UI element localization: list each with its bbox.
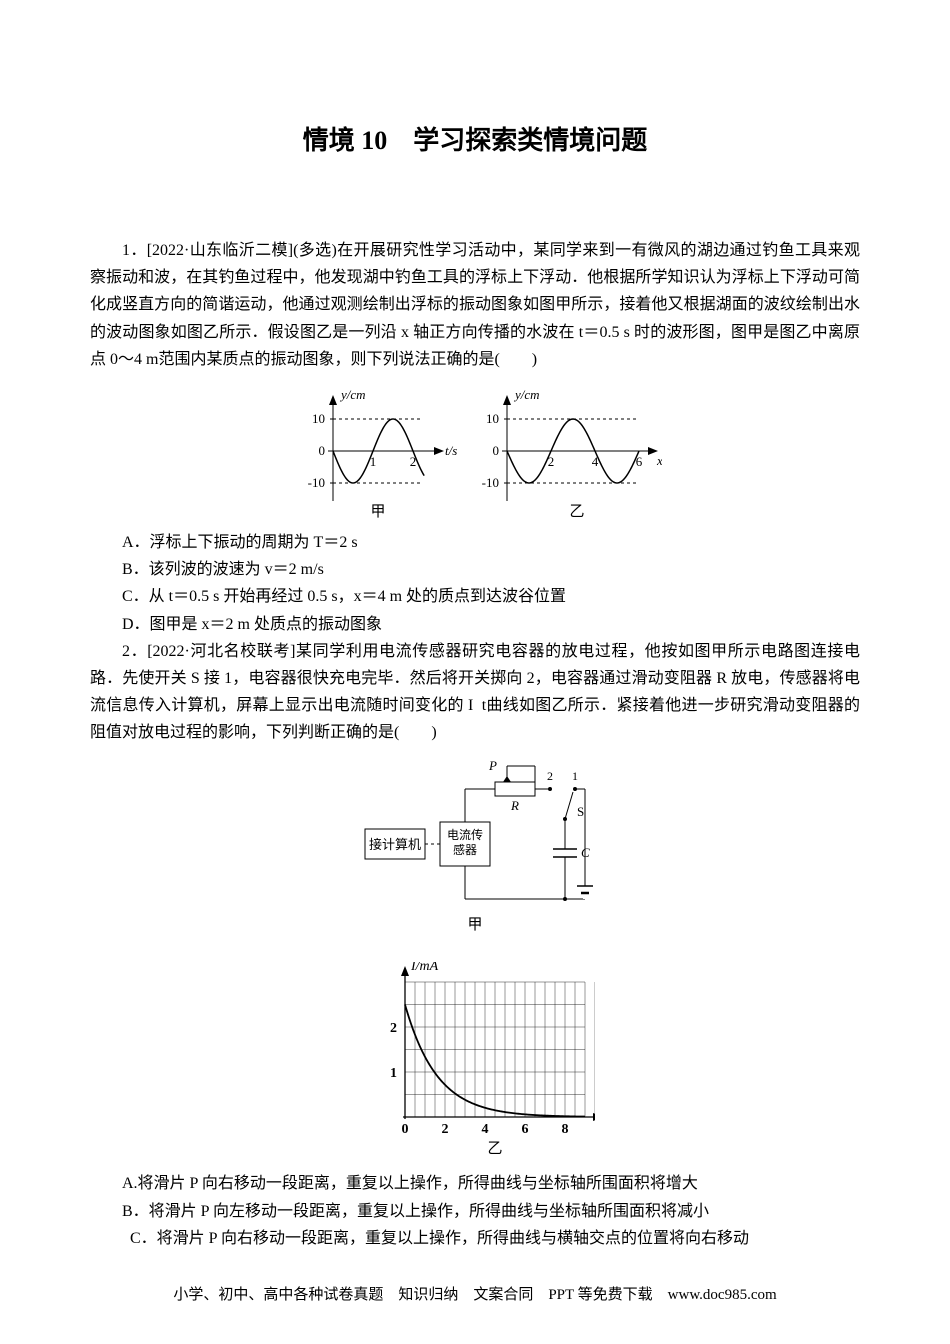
q2-circuit-fig: 接计算机 电流传感器 R P 2 1 S C 甲 (90, 754, 860, 954)
svg-text:2: 2 (547, 769, 553, 783)
svg-text:甲: 甲 (467, 917, 482, 933)
q1-lead: 1．[2022·山东临沂二模](多选)在开展研究性学习活动中，某同学来到一有微风… (90, 237, 860, 373)
svg-text:R: R (510, 798, 519, 813)
svg-text:y/cm: y/cm (513, 387, 540, 402)
svg-text:10: 10 (486, 411, 499, 426)
svg-text:8: 8 (562, 1122, 569, 1137)
svg-text:6: 6 (522, 1122, 529, 1137)
q1-figures: 100-1012y/cmt/s甲 100-10246y/cmx/m乙 (90, 381, 860, 521)
q1-option-c: C．从 t＝0.5 s 开始再经过 0.5 s，x＝4 m 处的质点到达波谷位置 (90, 583, 860, 610)
svg-text:2: 2 (390, 1021, 397, 1036)
q1-option-a: A．浮标上下振动的周期为 T＝2 s (90, 529, 860, 556)
svg-text:接计算机: 接计算机 (369, 837, 421, 852)
q1-chart-yi: 100-10246y/cmx/m乙 (462, 381, 662, 521)
q1-option-b: B．该列波的波速为 v＝2 m/s (90, 556, 860, 583)
q2-circuit: 接计算机 电流传感器 R P 2 1 S C 甲 (345, 754, 605, 954)
svg-text:y/cm: y/cm (339, 387, 366, 402)
svg-text:甲: 甲 (370, 504, 385, 520)
svg-text:t/s: t/s (445, 443, 457, 458)
svg-text:2: 2 (442, 1122, 449, 1137)
q2-lead: 2．[2022·河北名校联考]某同学利用电流传感器研究电容器的放电过程，他按如图… (90, 638, 860, 747)
svg-text:0: 0 (493, 443, 500, 458)
svg-text:1: 1 (390, 1066, 397, 1081)
q2-option-a: A.将滑片 P 向右移动一段距离，重复以上操作，所得曲线与坐标轴所围面积将增大 (90, 1170, 860, 1197)
svg-text:-10: -10 (308, 475, 325, 490)
page-title: 情境 10 学习探索类情境问题 (90, 120, 860, 157)
svg-text:x/m: x/m (656, 453, 662, 468)
q2-decay-chart: 1202468I/mAt/s乙 (355, 962, 595, 1162)
q2-option-c: C．将滑片 P 向右移动一段距离，重复以上操作，所得曲线与横轴交点的位置将向右移… (90, 1225, 860, 1252)
svg-text:S: S (577, 804, 584, 819)
svg-text:感器: 感器 (453, 842, 477, 857)
svg-text:-10: -10 (482, 475, 499, 490)
q2-option-b: B．将滑片 P 向左移动一段距离，重复以上操作，所得曲线与坐标轴所围面积将减小 (90, 1198, 860, 1225)
svg-text:乙: 乙 (569, 504, 584, 520)
svg-text:10: 10 (312, 411, 325, 426)
svg-text:乙: 乙 (487, 1141, 502, 1157)
svg-text:电流传: 电流传 (447, 827, 483, 842)
page-footer: 小学、初中、高中各种试卷真题 知识归纳 文案合同 PPT 等免费下载 www.d… (0, 1283, 950, 1304)
svg-text:0: 0 (319, 443, 326, 458)
q1-option-d: D．图甲是 x＝2 m 处质点的振动图象 (90, 611, 860, 638)
svg-text:0: 0 (402, 1122, 409, 1137)
q2-decay-fig: 1202468I/mAt/s乙 (90, 962, 860, 1162)
svg-text:C: C (581, 845, 590, 860)
svg-text:1: 1 (572, 769, 578, 783)
svg-text:I/mA: I/mA (410, 962, 439, 974)
svg-text:4: 4 (482, 1122, 489, 1137)
svg-text:P: P (488, 758, 497, 773)
q1-chart-jia: 100-1012y/cmt/s甲 (288, 381, 458, 521)
